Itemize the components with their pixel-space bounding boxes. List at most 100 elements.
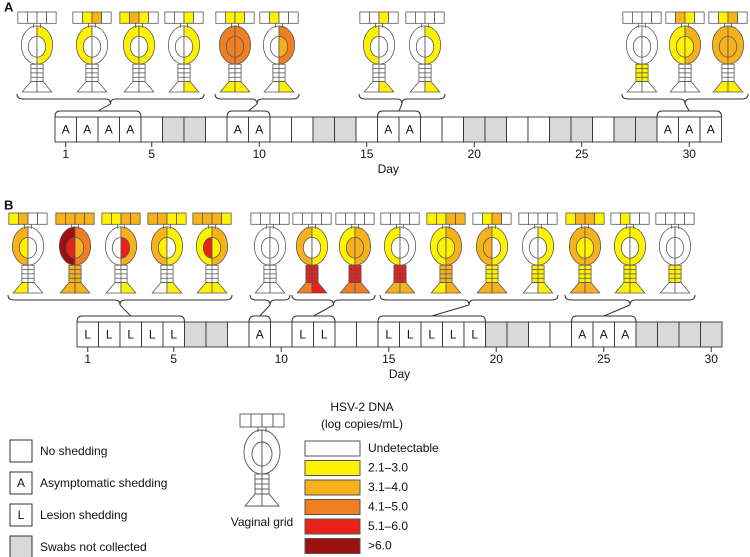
grid-inner-left <box>575 236 586 259</box>
vaginal-grid <box>610 212 650 294</box>
grid-base-right <box>424 81 441 93</box>
scale-swatch <box>304 499 361 515</box>
grid-top-cell <box>129 11 140 24</box>
cell-letter: L <box>407 328 414 342</box>
x-tick-label: 20 <box>490 352 504 366</box>
vaginal-grid <box>655 212 695 294</box>
grid-inner-right <box>36 35 47 58</box>
grid-top-cell <box>65 212 76 225</box>
x-tick-label: 15 <box>360 147 374 161</box>
grid-inner-left <box>65 236 76 259</box>
day-cell <box>592 116 615 143</box>
day-cell <box>678 321 701 348</box>
brace <box>377 315 486 323</box>
grid-base-right <box>584 282 601 294</box>
scale-label: 2.1–3.0 <box>368 461 408 475</box>
grid-top-cell <box>119 11 130 24</box>
grid-base-right <box>261 493 280 507</box>
brace <box>214 93 300 105</box>
grid-base-right <box>183 81 200 93</box>
vaginal-grid <box>72 11 112 93</box>
grid-base-left <box>123 81 140 93</box>
grid-top-cell <box>130 212 141 225</box>
grid-top-cell <box>388 11 399 24</box>
grid-base-left <box>105 282 122 294</box>
grid-top-cell <box>250 413 263 428</box>
grid-top-cell <box>84 212 95 225</box>
grid-inner-right <box>727 35 738 58</box>
grid-top-cell <box>8 212 19 225</box>
grid-base-right <box>27 282 44 294</box>
grid-inner-left <box>302 236 313 259</box>
brace <box>564 294 696 306</box>
grid-top-cell <box>501 212 512 225</box>
cell-letter: A <box>600 328 608 342</box>
grid-top-cell <box>279 212 290 225</box>
axis-label: Day <box>389 367 410 381</box>
scale-title: (log copies/mL) <box>321 417 403 431</box>
grid-inner-right <box>166 236 177 259</box>
legend-label: Asymptomatic shedding <box>40 476 167 490</box>
day-cell <box>184 321 207 348</box>
grid-top-cell <box>584 212 595 225</box>
grid-top-cell <box>390 212 401 225</box>
grid-top-cell <box>622 11 633 24</box>
vaginal-grid <box>259 11 299 93</box>
grid-base-left <box>409 81 426 93</box>
scale-label: 4.1–5.0 <box>368 500 408 514</box>
grid-top-cell <box>18 212 29 225</box>
grid-inner-right <box>378 35 389 58</box>
day-cell <box>162 116 185 143</box>
grid-top-cell <box>620 212 631 225</box>
grid-top-cell <box>354 212 365 225</box>
brace-link <box>431 304 470 317</box>
brace <box>358 93 446 105</box>
grid-inner-left <box>345 236 356 259</box>
grid-top-cell <box>46 11 57 24</box>
grid-top-cell <box>651 11 662 24</box>
grid-top-cell <box>518 212 529 225</box>
day-cell <box>356 321 379 348</box>
brace-link <box>684 103 690 112</box>
grid-inner-left <box>528 236 539 259</box>
grid-top-cell <box>472 212 483 225</box>
grid-inner-left <box>482 236 493 259</box>
day-cell <box>506 116 529 143</box>
grid-base-left <box>244 493 263 507</box>
grid-base-right <box>674 282 691 294</box>
grid-inner-right <box>311 236 322 259</box>
day-cell <box>441 116 464 143</box>
grid-top-cell <box>260 212 271 225</box>
brace <box>7 294 233 306</box>
scale-label: 3.1–4.0 <box>368 480 408 494</box>
grid-base-left <box>614 282 631 294</box>
cell-letter: L <box>428 328 435 342</box>
grid-inner-right <box>91 35 102 58</box>
grid-base-left <box>626 81 643 93</box>
grid-top-cell <box>639 212 650 225</box>
grid-inner-right <box>674 236 685 259</box>
grid-top-cell <box>632 11 643 24</box>
day-cell <box>334 321 357 348</box>
grid-base-right <box>166 282 183 294</box>
grid-top-cell <box>176 212 187 225</box>
cell-letter: L <box>385 328 392 342</box>
brace <box>656 110 722 118</box>
cell-letter: L <box>321 328 328 342</box>
brace-link <box>97 103 111 112</box>
grid-top-cell <box>193 11 204 24</box>
day-cell <box>506 321 529 348</box>
brace-link <box>248 103 258 112</box>
cell-letter: A <box>621 328 629 342</box>
scale-label: Undetectable <box>368 441 439 455</box>
grid-base-right <box>537 282 554 294</box>
grid-top-cell <box>272 413 285 428</box>
grid-top-cell <box>55 212 66 225</box>
brace <box>226 110 271 118</box>
grid-top-cell <box>528 212 539 225</box>
day-cell <box>657 321 680 348</box>
day-cell <box>312 116 335 143</box>
cell-letter: L <box>84 328 91 342</box>
vaginal-grid <box>101 212 141 294</box>
grid-top-cell <box>302 212 313 225</box>
